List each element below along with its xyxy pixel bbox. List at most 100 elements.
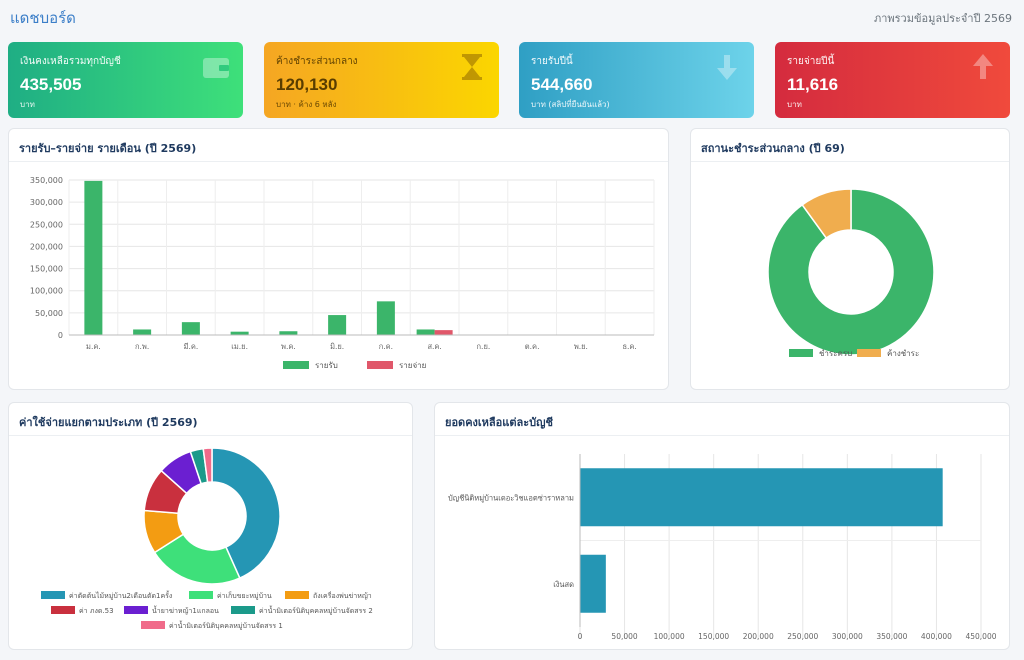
x-tick-label: ส.ค. (427, 342, 441, 351)
legend-swatch (51, 606, 75, 614)
legend-swatch (789, 349, 813, 357)
expense-type-slice (202, 447, 213, 484)
bar-income (84, 180, 103, 335)
payment-status-donut: ชำระครบ ค้างชำระ (767, 188, 935, 358)
arrow-up-icon (973, 54, 993, 79)
x-tick-label: 200,000 (743, 632, 774, 641)
bar-income (230, 331, 249, 335)
stat-value: 544,660 (531, 75, 593, 94)
page-title: แดชบอร์ด (10, 9, 76, 27)
stat-note: บาท (787, 100, 802, 109)
card-title: ยอดคงเหลือแต่ละบัญชี (435, 403, 1009, 436)
status-slice (767, 188, 935, 356)
x-tick-label: 150,000 (698, 632, 729, 641)
status-slice (801, 188, 852, 240)
legend-label: น้ำยาฆ่าหญ้า1แกลอน (152, 604, 219, 615)
x-tick-label: 300,000 (832, 632, 863, 641)
x-tick-label: 50,000 (611, 632, 637, 641)
legend-swatch (189, 591, 213, 599)
y-tick-label: 150,000 (30, 265, 63, 274)
legend-label: ค่าน้ำมิเตอร์นิติบุคคลหมู่บ้านจัดสรร 2 (259, 604, 373, 615)
stat-label: ค้างชำระส่วนกลาง (276, 56, 358, 67)
expense-type-slice (153, 533, 241, 585)
stat-value: 435,505 (20, 75, 82, 94)
x-tick-label: พ.ค. (281, 342, 296, 351)
expense-type-donut: ค่าตัดต้นไม้หมู่บ้าน2เดือนตัด1ครั้ง ค่าเก… (41, 447, 373, 630)
stat-note: บาท (20, 100, 35, 109)
x-tick-label: ต.ค. (525, 342, 540, 351)
x-tick-label: เม.ย. (231, 342, 248, 351)
y-tick-label: 0 (58, 331, 63, 340)
card-title: ค่าใช้จ่ายแยกตามประเภท (ปี 2569) (9, 403, 412, 436)
legend-label: ชำระครบ (819, 349, 852, 358)
expense-type-card: ค่าใช้จ่ายแยกตามประเภท (ปี 2569) ค่าตัดต… (8, 402, 413, 650)
stat-card-balance: เงินคงเหลือรวมทุกบัญชี 435,505 บาท (8, 42, 243, 118)
monthly-chart-card: รายรับ–รายจ่าย รายเดือน (ปี 2569) 0 50,00… (8, 128, 669, 390)
expense-type-slice (211, 447, 281, 580)
x-tick-label: ธ.ค. (622, 342, 636, 351)
x-tick-label: 400,000 (921, 632, 952, 641)
y-tick-label: 100,000 (30, 287, 63, 296)
stat-value: 11,616 (787, 75, 839, 94)
x-tick-label: 100,000 (654, 632, 685, 641)
stat-card-overdue: ค้างชำระส่วนกลาง 120,130 บาท · ค้าง 6 หล… (264, 42, 499, 118)
x-tick-label: ม.ค. (86, 342, 101, 351)
x-tick-label: 0 (578, 632, 583, 641)
legend-swatch (231, 606, 255, 614)
payment-status-card: สถานะชำระส่วนกลาง (ปี 69) ชำระครบ ค้างชำร… (690, 128, 1010, 390)
balance-bar (580, 468, 943, 527)
arrow-down-icon (717, 55, 737, 80)
y-tick-label: 250,000 (30, 220, 63, 229)
legend-label: ค่าตัดต้นไม้หมู่บ้าน2เดือนตัด1ครั้ง (69, 589, 172, 600)
legend-swatch (285, 591, 309, 599)
bar-income (376, 301, 395, 335)
stat-note: บาท (สลิปที่ยืนยันแล้ว) (531, 100, 610, 109)
stat-card-income: รายรับปีนี้ 544,660 บาท (สลิปที่ยืนยันแล… (519, 42, 754, 118)
x-tick-label: ก.พ. (135, 342, 149, 351)
legend-label: ค่าน้ำมิเตอร์นิติบุคคลหมู่บ้านจัดสรร 1 (169, 619, 283, 630)
y-tick-label: 350,000 (30, 176, 63, 185)
balance-bar (580, 554, 606, 613)
stat-value: 120,130 (276, 75, 338, 94)
x-tick-label: ก.ค. (379, 342, 393, 351)
y-tick-label: 300,000 (30, 198, 63, 207)
y-tick-label: เงินสด (553, 580, 574, 589)
stat-card-expense: รายจ่ายปีนี้ 11,616 บาท (775, 42, 1010, 118)
x-tick-label: มิ.ย. (330, 342, 344, 351)
stat-label: เงินคงเหลือรวมทุกบัญชี (20, 56, 121, 67)
bar-income (328, 315, 347, 335)
wallet-icon (203, 58, 229, 78)
x-tick-label: พ.ย. (574, 342, 588, 351)
bar-income (416, 329, 435, 335)
x-tick-label: 250,000 (787, 632, 818, 641)
legend-label: ค่า ภงด.53 (79, 607, 114, 615)
monthly-bar-chart: 0 50,000 100,000 150,000 200,000 250,000 300,0… (30, 176, 655, 370)
card-title: สถานะชำระส่วนกลาง (ปี 69) (691, 129, 1009, 162)
legend-label: ค่าเก็บขยะหมู่บ้าน (217, 591, 272, 600)
x-tick-label: 350,000 (876, 632, 907, 641)
bar-income (181, 322, 200, 335)
legend-label: รายรับ (315, 361, 338, 370)
page-subtitle: ภาพรวมข้อมูลประจำปี 2569 (873, 12, 1012, 25)
legend-label: ค้างชำระ (887, 349, 919, 358)
bar-income (133, 329, 152, 335)
stat-label: รายรับปีนี้ (531, 56, 573, 67)
y-tick-label: บัญชีนิติหมู่บ้านเดอะวิชแอตซ่าราหลาม (448, 493, 574, 502)
x-tick-label: 450,000 (965, 632, 996, 641)
y-tick-label: 50,000 (35, 309, 63, 318)
bar-expense (434, 330, 453, 335)
card-title: รายรับ–รายจ่าย รายเดือน (ปี 2569) (9, 129, 668, 162)
legend-swatch (367, 361, 393, 369)
legend-swatch (41, 591, 65, 599)
legend-label: รายจ่าย (399, 361, 426, 370)
legend-swatch (857, 349, 881, 357)
x-tick-label: มี.ค. (183, 342, 198, 351)
bar-income (279, 331, 298, 335)
account-balance-bar-chart: 0 50,000 100,000 150,000 200,000 250,000 300,0… (448, 454, 997, 641)
hourglass-icon (462, 54, 482, 80)
stat-label: รายจ่ายปีนี้ (787, 56, 835, 67)
legend-swatch (283, 361, 309, 369)
page-header: แดชบอร์ด ภาพรวมข้อมูลประจำปี 2569 (10, 6, 1012, 28)
account-balance-card: ยอดคงเหลือแต่ละบัญชี 0 50,000 100,000 150,0… (434, 402, 1010, 650)
stat-note: บาท · ค้าง 6 หลัง (276, 100, 337, 109)
